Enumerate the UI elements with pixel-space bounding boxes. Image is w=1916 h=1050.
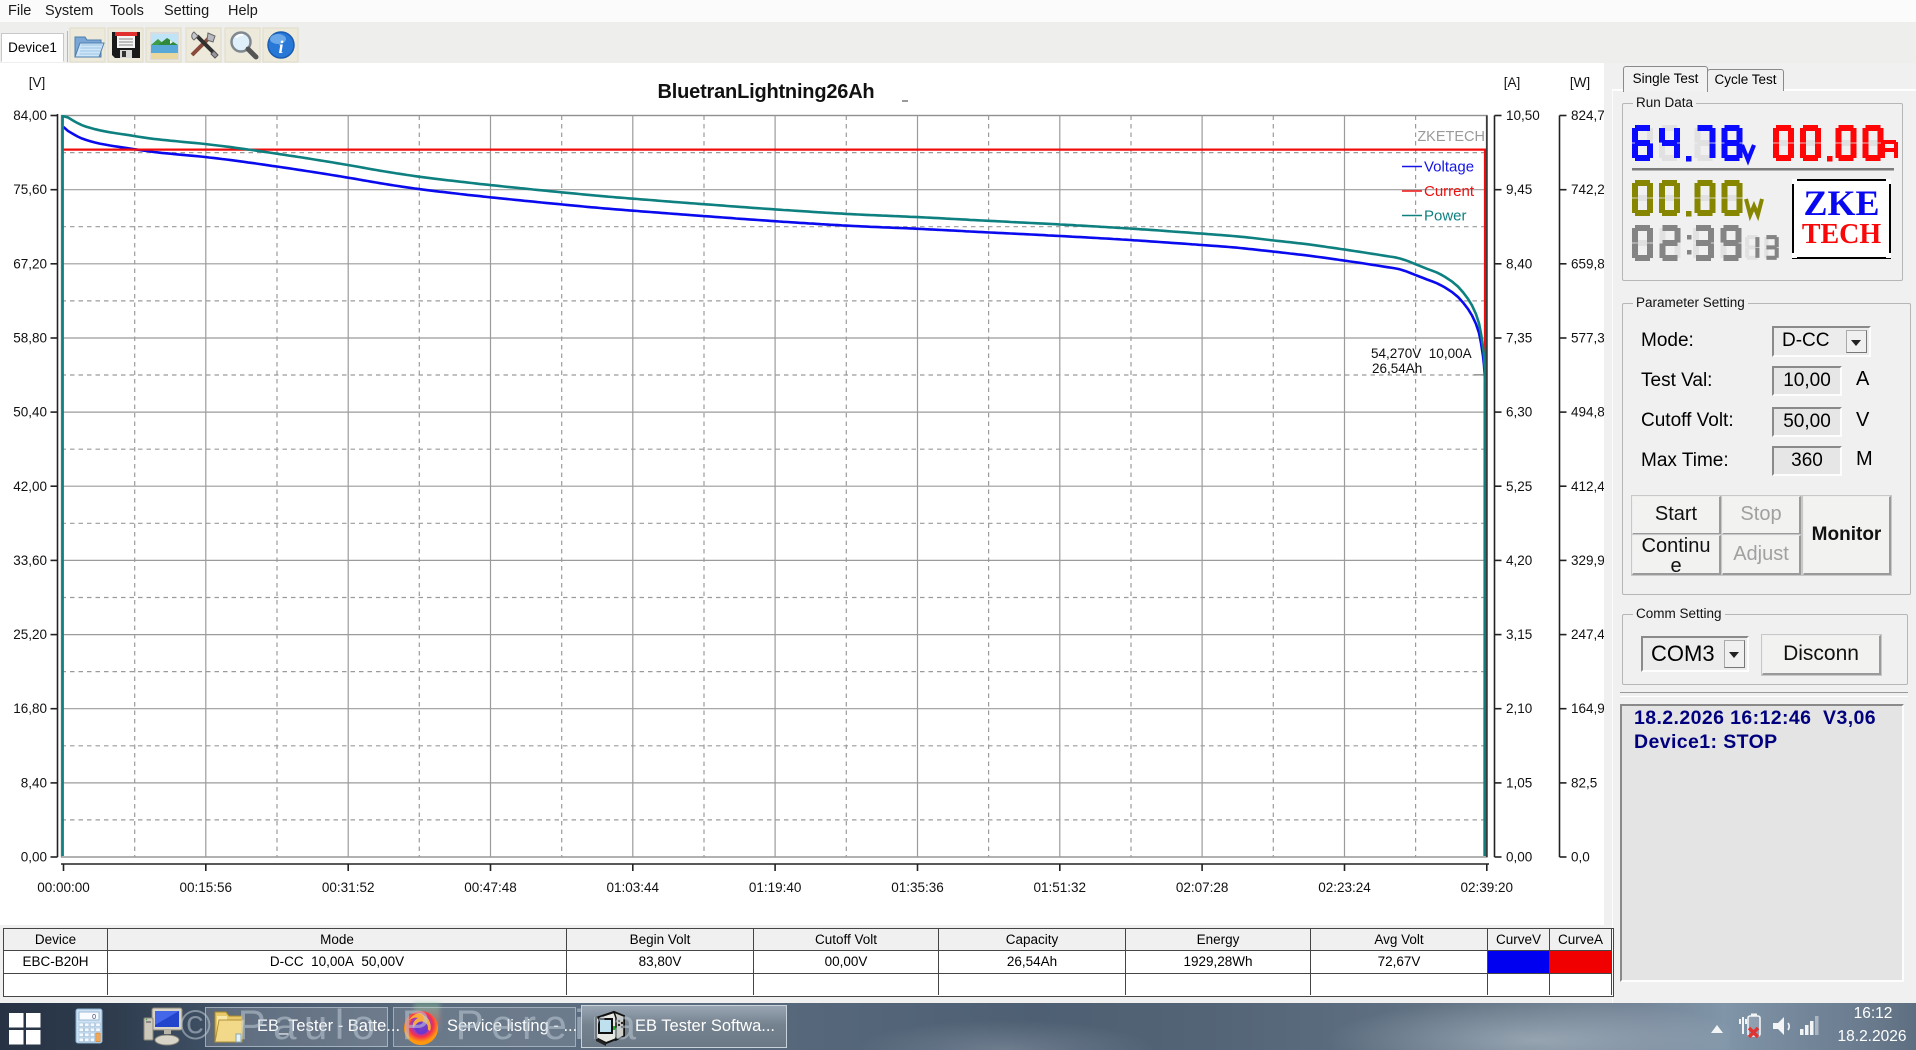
svg-text:75,60: 75,60 [13,182,47,197]
svg-text:1,05: 1,05 [1506,775,1532,790]
svg-text:659,8: 659,8 [1571,256,1604,271]
svg-text:01:51:32: 01:51:32 [1034,880,1087,895]
svg-text:[A]: [A] [1504,75,1521,90]
svg-text:ZKETECH: ZKETECH [1417,129,1485,145]
svg-text:00:15:56: 00:15:56 [180,880,233,895]
svg-text:7,35: 7,35 [1506,331,1532,346]
svg-text:26,54Ah: 26,54Ah [1372,361,1422,376]
svg-text:25,20: 25,20 [13,627,47,642]
svg-text:02:23:24: 02:23:24 [1318,880,1371,895]
svg-text:33,60: 33,60 [13,553,47,568]
svg-text:0,00: 0,00 [21,850,47,865]
svg-text:5,25: 5,25 [1506,479,1532,494]
svg-text:i: i [278,37,283,57]
svg-text:8,40: 8,40 [1506,256,1532,271]
svg-text:50,40: 50,40 [13,405,47,420]
svg-text:67,20: 67,20 [13,256,47,271]
svg-text:Power: Power [1424,208,1467,225]
svg-text:[W]: [W] [1570,75,1590,90]
svg-text:00:47:48: 00:47:48 [464,880,517,895]
svg-text:BluetranLightning26Ah: BluetranLightning26Ah [658,81,875,103]
svg-text:01:03:44: 01:03:44 [607,880,660,895]
svg-text:6,30: 6,30 [1506,405,1532,420]
svg-text:742,2: 742,2 [1571,182,1604,197]
svg-text:2,10: 2,10 [1506,701,1532,716]
svg-text:164,9: 164,9 [1571,701,1604,716]
svg-text:824,7: 824,7 [1571,108,1604,123]
svg-text:42,00: 42,00 [13,479,47,494]
svg-text:3,15: 3,15 [1506,627,1532,642]
svg-text:82,5: 82,5 [1571,775,1597,790]
svg-text:01:19:40: 01:19:40 [749,880,802,895]
svg-text:0,0: 0,0 [1571,850,1590,865]
svg-text:577,3: 577,3 [1571,331,1604,346]
svg-text:02:07:28: 02:07:28 [1176,880,1229,895]
svg-text:00:00:00: 00:00:00 [37,880,90,895]
svg-text:00:31:52: 00:31:52 [322,880,375,895]
svg-text:84,00: 84,00 [13,108,47,123]
svg-text:10,50: 10,50 [1506,108,1540,123]
svg-text:54,270V 10,00A: 54,270V 10,00A [1371,346,1472,361]
svg-text:329,9: 329,9 [1571,553,1604,568]
svg-text:01:35:36: 01:35:36 [891,880,944,895]
svg-text:02:39:20: 02:39:20 [1461,880,1514,895]
svg-text:247,4: 247,4 [1571,627,1604,642]
svg-text:Current: Current [1424,183,1475,200]
svg-text:Voltage: Voltage [1424,159,1474,176]
svg-text:16,80: 16,80 [13,701,47,716]
svg-text:494,8: 494,8 [1571,405,1604,420]
svg-text:8,40: 8,40 [21,775,47,790]
svg-text:[V]: [V] [29,75,46,90]
svg-text:412,4: 412,4 [1571,479,1604,494]
svg-text:9,45: 9,45 [1506,182,1532,197]
svg-text:0: 0 [92,1014,96,1021]
svg-text:58,80: 58,80 [13,331,47,346]
svg-text:4,20: 4,20 [1506,553,1532,568]
svg-text:0,00: 0,00 [1506,850,1532,865]
